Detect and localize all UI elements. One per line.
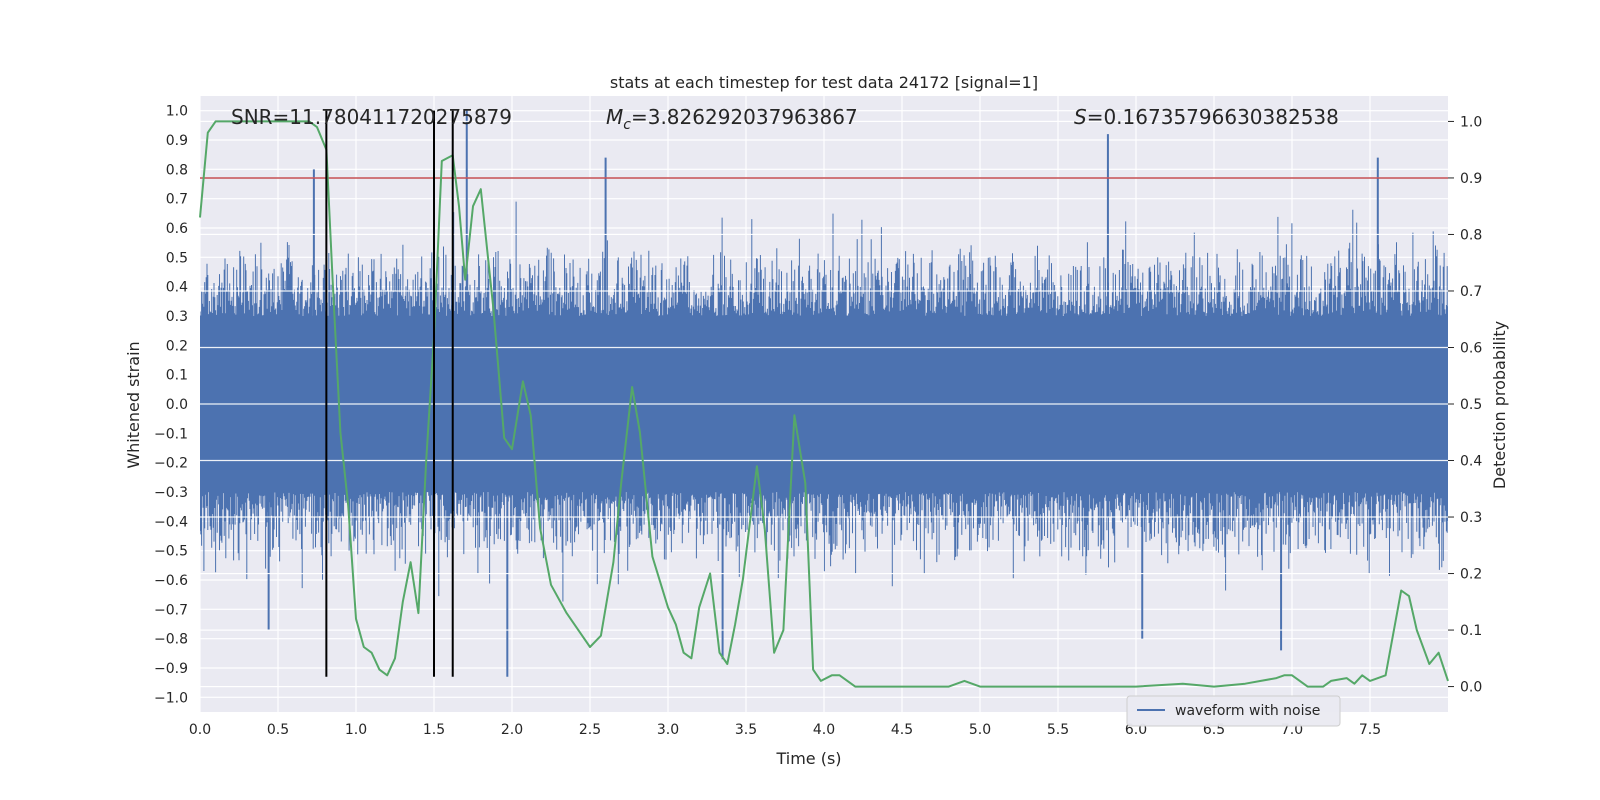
y-tick-label-left: 0.1 xyxy=(166,368,188,384)
x-tick-label: 4.0 xyxy=(813,722,835,738)
s-annotation: S=0.16735796630382538 xyxy=(1074,105,1339,129)
y-tick-label-right: 0.2 xyxy=(1460,567,1482,583)
y-tick-label-left: 0.2 xyxy=(166,338,188,354)
y-tick-label-right: 0.5 xyxy=(1460,397,1482,413)
y-tick-label-right: 0.7 xyxy=(1460,284,1482,300)
y-tick-label-right: 0.6 xyxy=(1460,340,1482,356)
legend-label-waveform: waveform with noise xyxy=(1175,703,1320,719)
y-tick-label-left: −0.2 xyxy=(154,456,188,472)
x-tick-label: 1.5 xyxy=(423,722,445,738)
y-tick-label-right: 0.1 xyxy=(1460,623,1482,639)
snr-annotation: SNR=11.780411720275879 xyxy=(231,105,512,129)
y-tick-label-left: 0.7 xyxy=(166,192,188,208)
x-tick-label: 5.5 xyxy=(1047,722,1069,738)
y-tick-label-right: 0.8 xyxy=(1460,227,1482,243)
legend: waveform with noise xyxy=(1126,695,1341,727)
y-tick-label-right: 0.0 xyxy=(1460,680,1482,696)
x-tick-label: 4.5 xyxy=(891,722,913,738)
x-tick-label: 2.0 xyxy=(501,722,523,738)
y-tick-label-left: −0.4 xyxy=(154,514,188,530)
y-tick-label-left: 0.0 xyxy=(166,397,188,413)
y-tick-label-left: −0.3 xyxy=(154,485,188,501)
y-tick-label-left: −0.5 xyxy=(154,544,188,560)
y-tick-label-left: −1.0 xyxy=(154,690,188,706)
legend-box xyxy=(1126,695,1341,727)
overlay-layer xyxy=(199,110,1449,688)
y-tick-label-right: 0.4 xyxy=(1460,454,1482,470)
y-axis-label-left: Whitened strain xyxy=(124,341,143,468)
x-tick-label: 3.5 xyxy=(735,722,757,738)
y-tick-label-left: 0.4 xyxy=(166,280,188,296)
y-tick-label-left: 1.0 xyxy=(166,104,188,120)
chirp-mass-annotation: Mc=3.826292037963867 xyxy=(606,105,858,133)
y-tick-label-left: −0.9 xyxy=(154,661,188,677)
s-symbol: S xyxy=(1074,105,1087,129)
chirp-mass-subscript: c xyxy=(623,117,631,133)
y-tick-label-left: 0.8 xyxy=(166,162,188,178)
x-tick-label: 0.5 xyxy=(267,722,289,738)
y-tick-label-left: 0.9 xyxy=(166,133,188,149)
chart-title: stats at each timestep for test data 241… xyxy=(610,73,1038,92)
x-tick-label: 0.0 xyxy=(189,722,211,738)
x-axis-label: Time (s) xyxy=(775,749,841,768)
y-tick-label-left: 0.6 xyxy=(166,221,188,237)
x-tick-label: 3.0 xyxy=(657,722,679,738)
chirp-mass-value: =3.826292037963867 xyxy=(631,105,858,129)
x-tick-label: 1.0 xyxy=(345,722,367,738)
x-tick-label: 7.5 xyxy=(1359,722,1381,738)
y-tick-label-left: −0.1 xyxy=(154,426,188,442)
y-tick-label-right: 1.0 xyxy=(1460,114,1482,130)
y-tick-label-right: 0.3 xyxy=(1460,510,1482,526)
y-axis-label-right: Detection probability xyxy=(1490,321,1509,489)
x-tick-label: 5.0 xyxy=(969,722,991,738)
detection-probability-line xyxy=(199,120,1449,688)
y-tick-label-left: −0.6 xyxy=(154,573,188,589)
s-value: =0.16735796630382538 xyxy=(1087,105,1339,129)
y-tick-label-left: −0.7 xyxy=(154,602,188,618)
y-tick-label-left: −0.8 xyxy=(154,632,188,648)
x-tick-label: 2.5 xyxy=(579,722,601,738)
y-tick-label-left: 0.5 xyxy=(166,250,188,266)
y-tick-label-right: 0.9 xyxy=(1460,171,1482,187)
chirp-mass-symbol: M xyxy=(606,105,623,129)
series-layer xyxy=(200,110,1448,688)
y-tick-label-left: 0.3 xyxy=(166,309,188,325)
